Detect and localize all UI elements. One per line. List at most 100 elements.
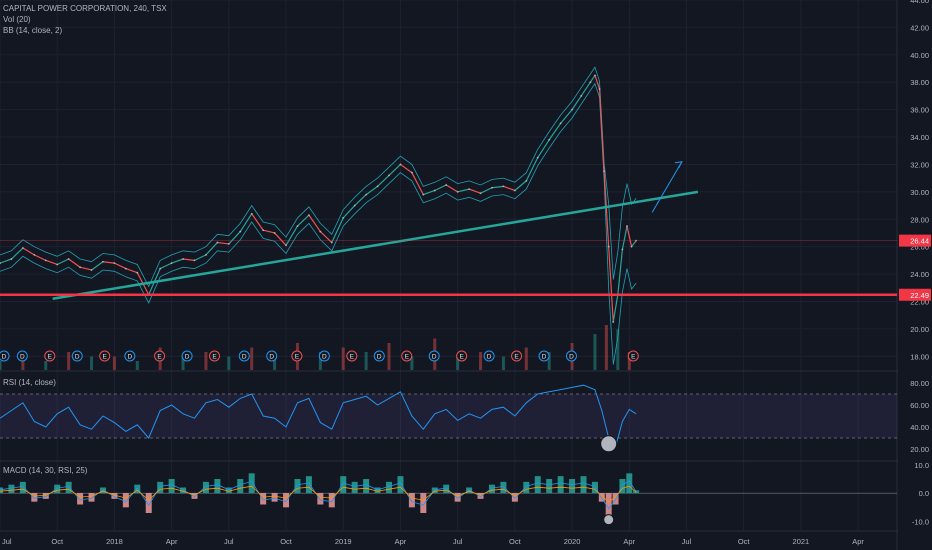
price-panel [0, 66, 897, 365]
volume-bar [250, 347, 254, 370]
price-point [308, 214, 310, 217]
badge-label: D [20, 353, 25, 360]
price-segment [22, 247, 35, 256]
price-tick-label: 24.00 [910, 270, 929, 279]
dividend-badge [71, 350, 83, 362]
earnings-badge [99, 350, 111, 362]
price-point [124, 267, 127, 270]
macd-histogram-bar [420, 493, 427, 513]
earnings-badge [44, 350, 56, 362]
price-point [468, 188, 470, 191]
volume-bar [593, 334, 597, 370]
price-segment [239, 213, 253, 232]
volume-bar [616, 329, 620, 370]
dividend-badge [428, 350, 440, 362]
earnings-badge [291, 350, 303, 362]
price-point [525, 179, 528, 182]
price-segment [0, 258, 12, 264]
price-point [273, 232, 276, 234]
rsi-line [0, 384, 637, 448]
price-point [10, 258, 13, 260]
time-tick-label: Apr [166, 537, 178, 546]
price-segment [194, 254, 207, 261]
rsi-legend[interactable]: RSI (14, close) [3, 377, 56, 388]
price-point [536, 156, 539, 159]
price-segment [217, 241, 229, 245]
price-tick-label: 26.00 [910, 243, 929, 252]
price-segment [491, 185, 504, 189]
macd-histogram-bar [0, 487, 3, 494]
macd-tick-label: -10.0 [912, 518, 929, 527]
macd-legend[interactable]: MACD (14, 30, RSI, 25) [3, 465, 87, 476]
price-tick-label: 32.00 [910, 160, 929, 169]
price-segment [11, 247, 24, 260]
price-segment [434, 184, 447, 192]
price-point [571, 108, 573, 111]
macd-histogram-bar [19, 481, 26, 494]
macd-histogram-bar [397, 476, 404, 494]
symbol-title: CAPITAL POWER CORPORATION, 240, TSX [3, 4, 167, 13]
macd-histogram-bar [122, 493, 129, 508]
volume-bar [604, 325, 608, 370]
macd-histogram-bar [54, 484, 61, 494]
macd-histogram-bar [477, 493, 484, 499]
rsi-tick-label: 20.00 [910, 445, 929, 454]
volume-bar [410, 356, 414, 370]
price-point [102, 260, 104, 263]
volume-bar [227, 356, 231, 370]
time-tick-label: Oct [509, 537, 522, 546]
macd-histogram-bar [408, 493, 415, 508]
time-tick-label: Apr [623, 537, 635, 546]
price-tick-label: 40.00 [910, 51, 929, 60]
price-point [388, 174, 390, 177]
macd-panel [0, 473, 897, 526]
price-tick-label: 34.00 [910, 133, 929, 142]
badge-label: D [128, 353, 133, 360]
time-tick-label: Oct [51, 537, 64, 546]
macd-histogram-bar [569, 479, 576, 494]
main-legend[interactable]: CAPITAL POWER CORPORATION, 240, TSX Vol … [3, 3, 167, 36]
macd-marker [603, 514, 615, 526]
price-segment [617, 249, 624, 295]
price-segment [102, 261, 115, 264]
price-point [621, 248, 624, 251]
macd-histogram-bar [99, 487, 106, 494]
macd-histogram-bar [191, 493, 198, 499]
price-segment [560, 109, 573, 124]
price-point [90, 269, 93, 271]
badge-label: E [157, 353, 162, 360]
rsi-tick-label: 80.00 [910, 379, 929, 388]
price-point [502, 185, 505, 188]
volume-bar [387, 343, 391, 370]
macd-histogram-bar [202, 481, 209, 494]
badge-label: D [487, 353, 492, 360]
price-point [559, 122, 562, 125]
price-point [79, 266, 81, 269]
macd-histogram-bar [157, 481, 164, 494]
price-tick-label: 22.00 [910, 297, 929, 306]
price-point [136, 271, 139, 274]
badge-label: D [185, 353, 190, 360]
price-segment [159, 262, 172, 270]
price-segment [594, 75, 601, 90]
price-point [0, 262, 1, 265]
dividend-badge [0, 350, 10, 362]
macd-histogram-bar [283, 493, 290, 508]
macd-histogram-bar [466, 487, 473, 494]
price-segment [365, 185, 378, 196]
macd-histogram-bar [500, 481, 507, 494]
dividend-badge [538, 350, 550, 362]
macd-histogram-bar [294, 479, 301, 494]
price-segment [342, 205, 356, 219]
price-point [56, 263, 59, 266]
price-segment [503, 185, 516, 192]
macd-histogram-bar [271, 493, 278, 502]
price-segment [377, 174, 390, 187]
macd-histogram-bar [42, 493, 49, 499]
price-segment [205, 242, 218, 256]
price-point [193, 259, 196, 262]
signal-line [0, 485, 637, 503]
dividend-badge [565, 350, 577, 362]
